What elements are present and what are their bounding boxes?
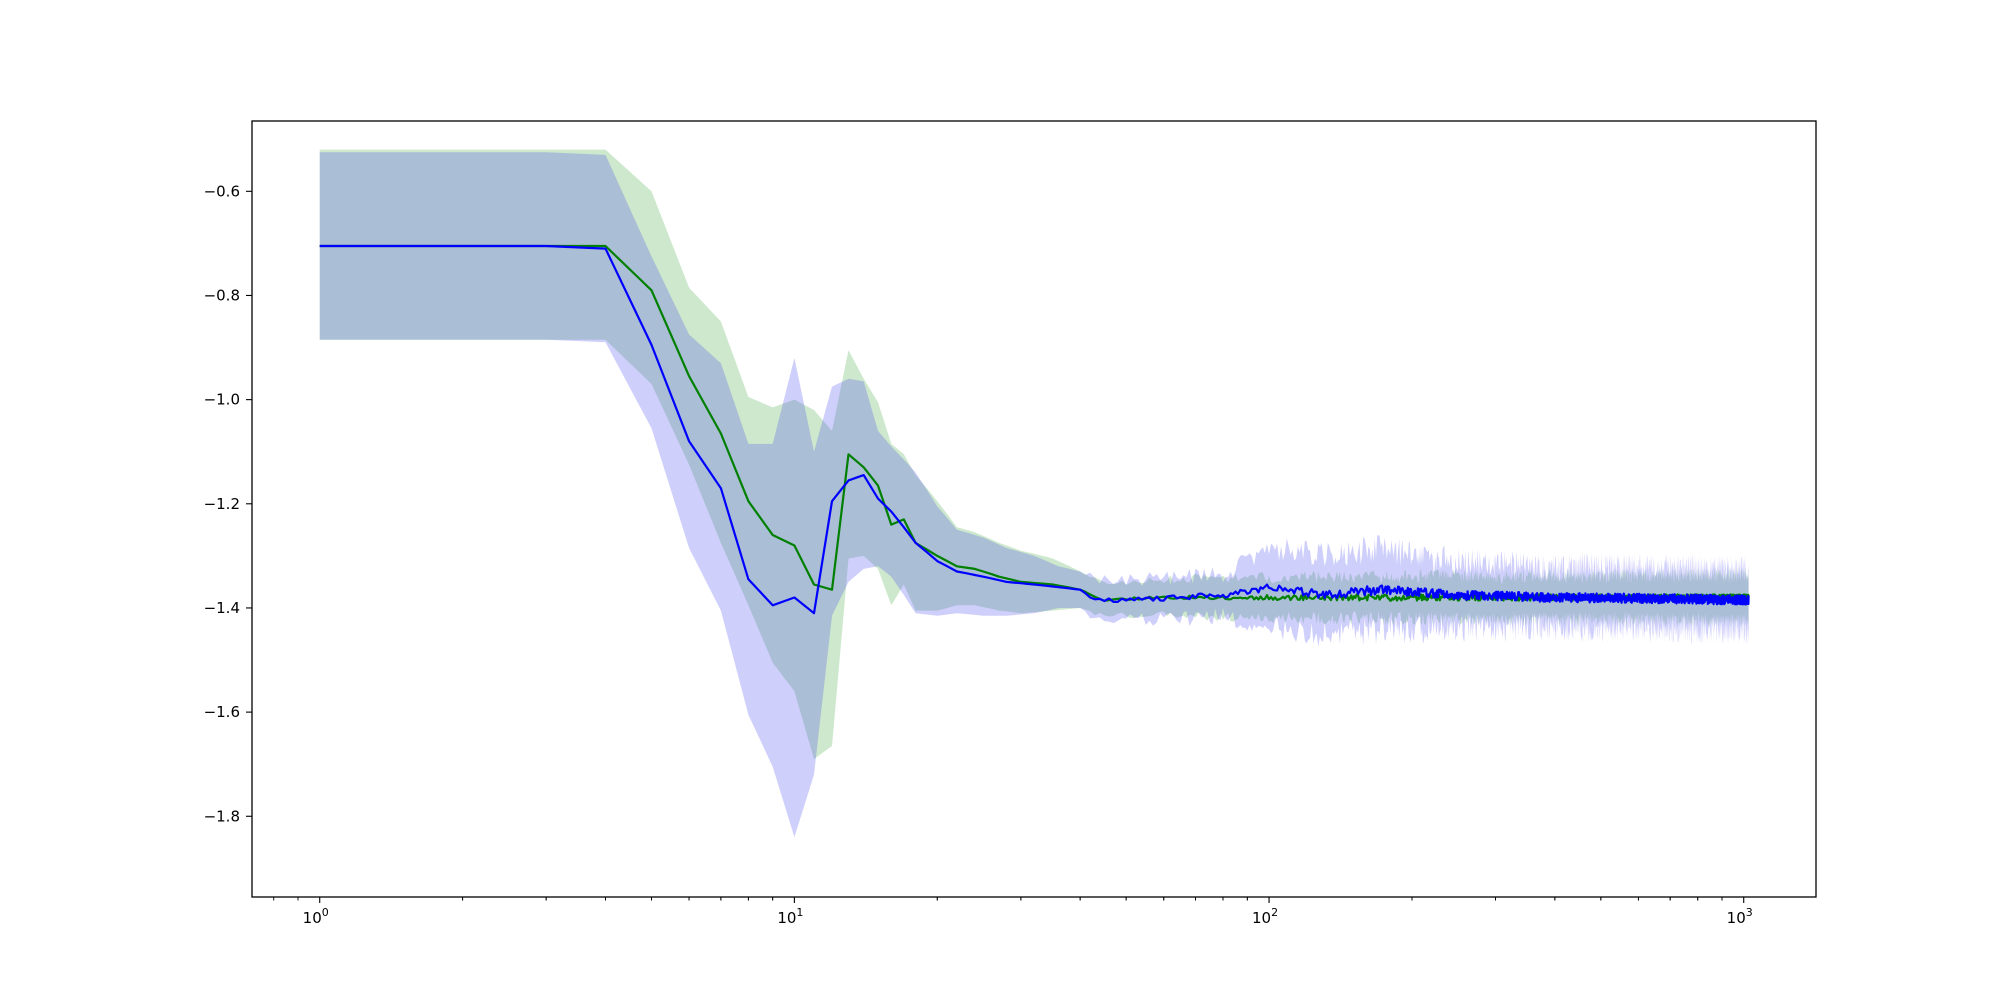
plot-background	[252, 121, 1816, 897]
plot-frame	[251, 120, 1817, 898]
y-tick-label: −1.0	[204, 391, 240, 409]
y-tick-label: −1.6	[204, 703, 240, 721]
x-tick-label: 103	[1727, 906, 1753, 927]
x-tick-label: 100	[303, 906, 329, 927]
y-tick-label: −1.2	[204, 495, 240, 513]
y-tick-label: −0.6	[204, 182, 240, 200]
x-tick-label: 102	[1252, 906, 1278, 927]
confidence-band-1	[319, 149, 1749, 760]
confidence-band-2	[319, 152, 1749, 838]
axis-layer: −0.6 −0.8 −1.0 −1.2 −1.4 −1.6 −1.8 100 101 102 103	[204, 182, 1753, 927]
y-tick-label: −1.4	[204, 599, 240, 617]
series-layer	[319, 149, 1750, 838]
series-line-2	[319, 244, 1750, 615]
y-tick-label: −1.8	[204, 807, 240, 825]
y-tick-label: −0.8	[204, 286, 240, 304]
x-tick-label: 101	[777, 906, 803, 927]
